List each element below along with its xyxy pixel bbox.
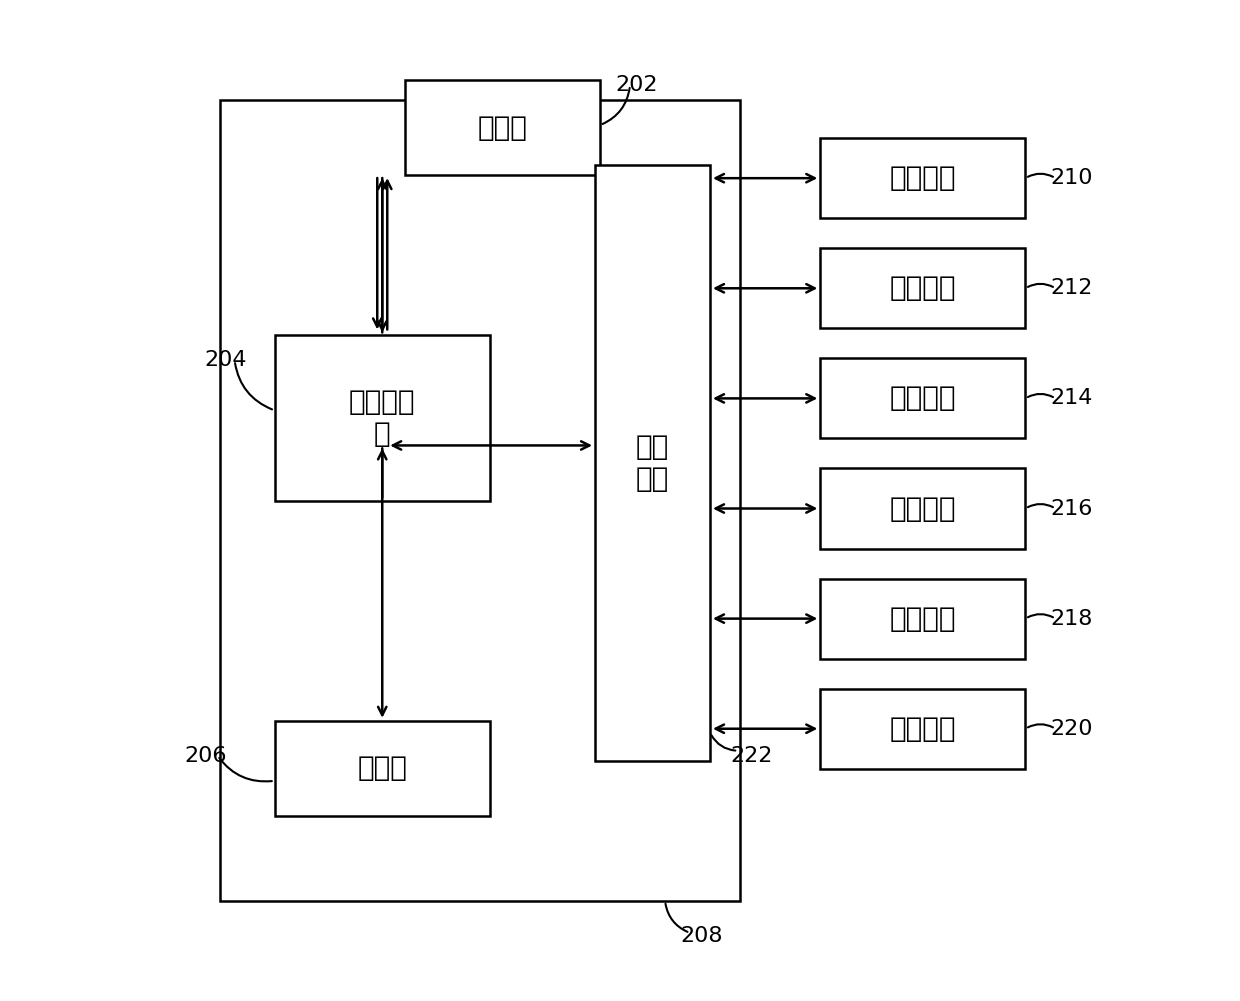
Text: 218: 218 bbox=[1050, 609, 1092, 629]
Text: 定位模块: 定位模块 bbox=[889, 274, 956, 302]
Text: 204: 204 bbox=[205, 350, 247, 370]
FancyBboxPatch shape bbox=[274, 335, 490, 500]
FancyBboxPatch shape bbox=[820, 358, 1025, 438]
Text: 存储器: 存储器 bbox=[477, 114, 527, 141]
Text: 音频模块: 音频模块 bbox=[889, 494, 956, 523]
FancyBboxPatch shape bbox=[820, 468, 1025, 549]
FancyBboxPatch shape bbox=[404, 80, 600, 175]
FancyBboxPatch shape bbox=[595, 165, 711, 761]
Text: 外设
接口: 外设 接口 bbox=[636, 432, 670, 493]
Text: 214: 214 bbox=[1050, 388, 1092, 408]
FancyBboxPatch shape bbox=[274, 721, 490, 816]
Text: 存储控制
器: 存储控制 器 bbox=[348, 387, 415, 448]
Text: 摄像模块: 摄像模块 bbox=[889, 384, 956, 412]
Text: 按键模块: 按键模块 bbox=[889, 715, 956, 743]
Text: 处理器: 处理器 bbox=[357, 755, 407, 782]
Text: 208: 208 bbox=[680, 926, 723, 946]
Text: 触控屏幕: 触控屏幕 bbox=[889, 605, 956, 633]
Text: 射频模块: 射频模块 bbox=[889, 164, 956, 192]
Text: 222: 222 bbox=[730, 746, 773, 766]
FancyBboxPatch shape bbox=[820, 579, 1025, 659]
FancyBboxPatch shape bbox=[820, 138, 1025, 218]
Text: 202: 202 bbox=[615, 75, 657, 95]
Text: 220: 220 bbox=[1050, 719, 1092, 739]
Text: 216: 216 bbox=[1050, 498, 1092, 519]
Text: 210: 210 bbox=[1050, 168, 1092, 188]
FancyBboxPatch shape bbox=[820, 689, 1025, 769]
Text: 206: 206 bbox=[185, 746, 227, 766]
Text: 212: 212 bbox=[1050, 278, 1092, 298]
FancyBboxPatch shape bbox=[820, 248, 1025, 328]
